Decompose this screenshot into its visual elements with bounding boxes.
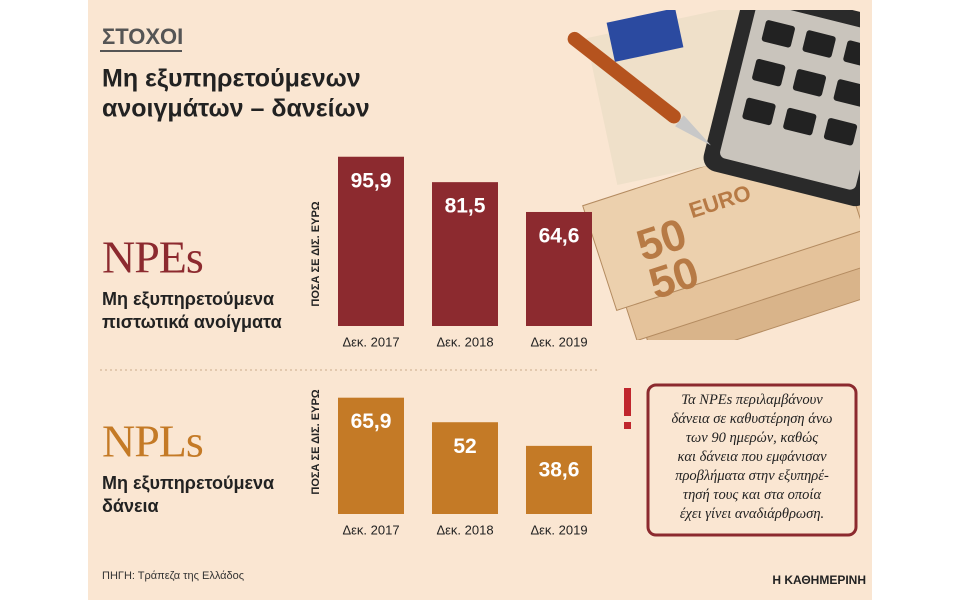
note-line: Τα NPEs περιλαμβάνουν xyxy=(681,392,823,408)
section-tag: ΣΤΟΧΟΙ xyxy=(102,24,183,49)
brand: Η ΚΑΘΗΜΕΡΙΝΗ xyxy=(772,573,866,587)
value-label: 81,5 xyxy=(445,195,486,218)
chart-subtitle: Μη εξυπηρετούμενα xyxy=(102,289,274,310)
bar xyxy=(338,397,404,514)
x-tick-label: Δεκ. 2019 xyxy=(530,522,587,537)
note-line: τησή τους και στα οποία xyxy=(683,487,822,503)
bar xyxy=(432,422,498,514)
value-label: 52 xyxy=(453,435,476,458)
alert-icon xyxy=(624,388,631,429)
value-label: 38,6 xyxy=(539,458,580,481)
note-line: προβλήματα στην εξυπηρέ- xyxy=(675,468,829,484)
chart-title: NPLs xyxy=(102,416,203,467)
note-line: έχει γίνει αναδιάρθρωση. xyxy=(680,506,824,522)
bar xyxy=(526,445,592,514)
x-tick-label: Δεκ. 2018 xyxy=(436,522,493,537)
title-line: Μη εξυπηρετούμενων xyxy=(102,65,361,93)
chart-subtitle: πιστωτικά ανοίγματα xyxy=(102,312,282,332)
note-line: και δάνεια που εμφάνισαν xyxy=(677,449,827,465)
money-photo: 50 EURO 50 xyxy=(540,10,860,340)
note-line: των 90 ημερών, καθώς xyxy=(686,430,818,446)
bar xyxy=(432,182,498,326)
bar xyxy=(526,211,592,326)
chart-subtitle: δάνεια xyxy=(102,496,159,516)
y-axis-label: ΠΟΣΑ ΣΕ ΔΙΣ. ΕΥΡΩ xyxy=(310,201,322,306)
chart-subtitle: Μη εξυπηρετούμενα xyxy=(102,473,274,494)
value-label: 95,9 xyxy=(351,169,392,192)
bar xyxy=(338,156,404,326)
note-box xyxy=(646,383,858,537)
title-line: ανοιγμάτων – δανείων xyxy=(102,95,370,123)
value-label: 64,6 xyxy=(539,225,580,248)
value-label: 65,9 xyxy=(351,410,392,433)
x-tick-label: Δεκ. 2019 xyxy=(530,334,587,349)
x-tick-label: Δεκ. 2018 xyxy=(436,334,493,349)
source: ΠΗΓΗ: Τράπεζα της Ελλάδος xyxy=(102,570,244,582)
note: Τα NPEs περιλαμβάνουν δάνεια σε καθυστέρη… xyxy=(671,392,832,522)
y-axis-label: ΠΟΣΑ ΣΕ ΔΙΣ. ΕΥΡΩ xyxy=(310,389,322,494)
x-tick-label: Δεκ. 2017 xyxy=(342,522,399,537)
note-line: δάνεια σε καθυστέρηση άνω xyxy=(671,411,832,427)
chart-title: NPEs xyxy=(102,232,203,283)
x-tick-label: Δεκ. 2017 xyxy=(342,334,399,349)
